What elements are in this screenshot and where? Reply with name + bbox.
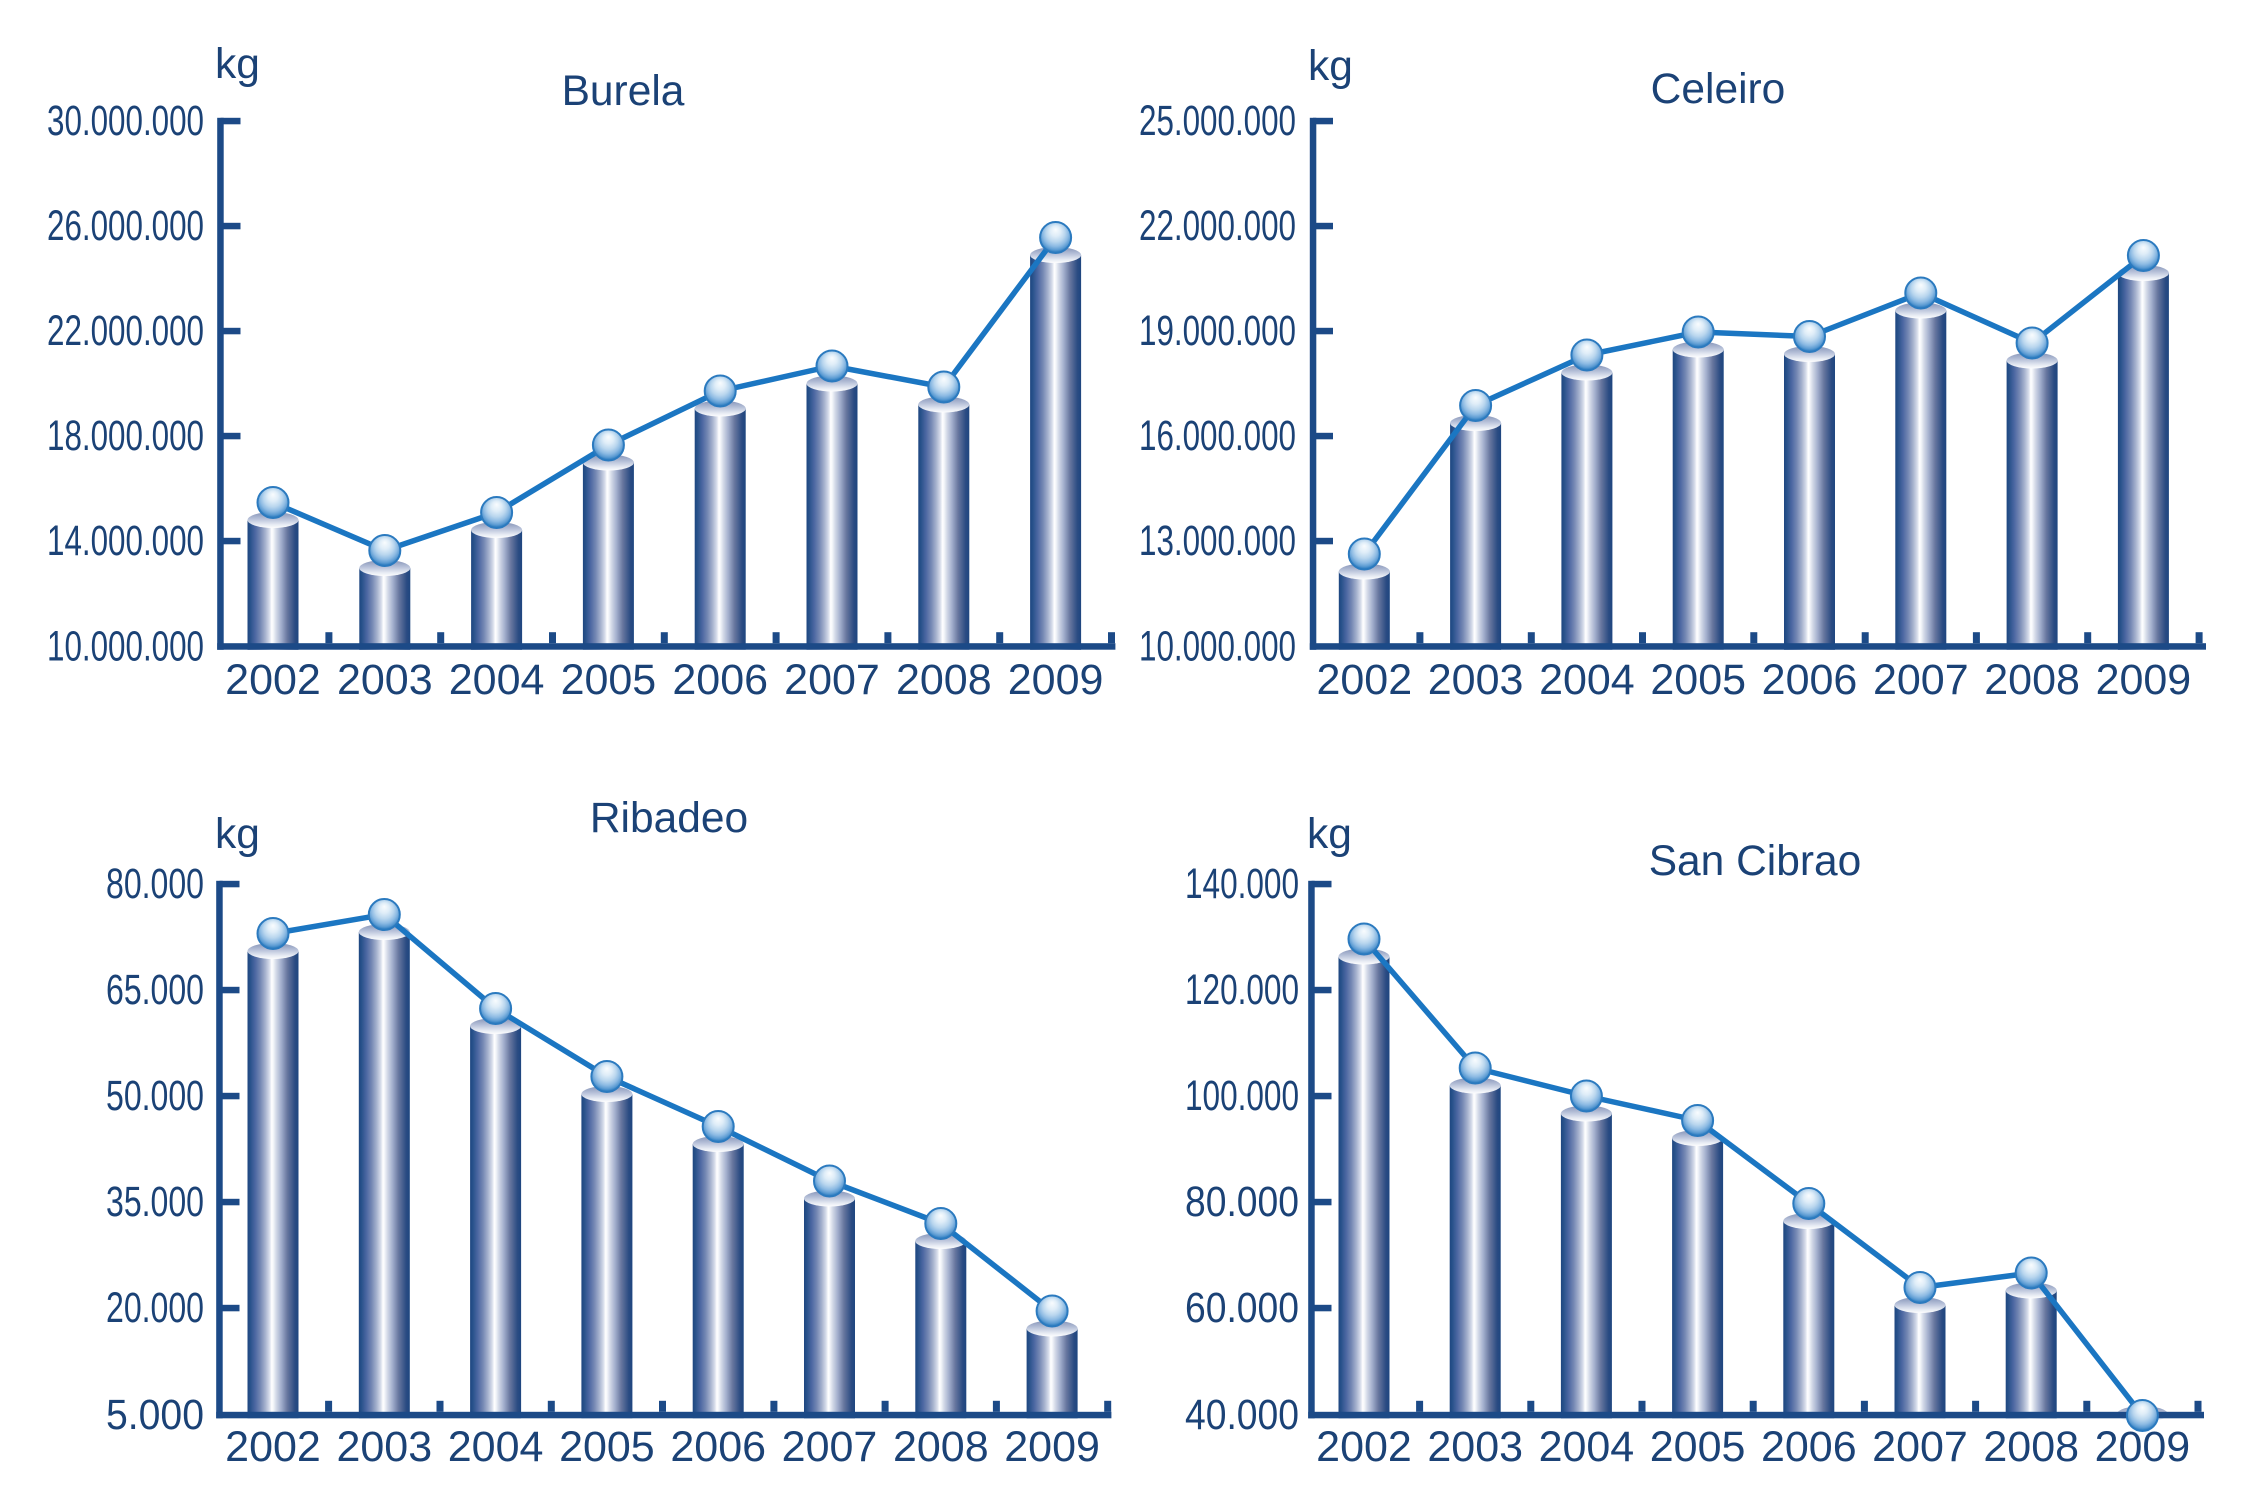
- svg-text:2004: 2004: [1539, 656, 1635, 704]
- svg-text:20.000: 20.000: [106, 1285, 204, 1332]
- svg-text:2007: 2007: [784, 656, 880, 704]
- svg-text:kg: kg: [1308, 43, 1353, 90]
- svg-text:2007: 2007: [1873, 656, 1969, 704]
- svg-text:16.000.000: 16.000.000: [1139, 413, 1296, 460]
- svg-text:100.000: 100.000: [1185, 1073, 1299, 1120]
- svg-text:2008: 2008: [896, 656, 992, 704]
- svg-text:2003: 2003: [1427, 1423, 1523, 1471]
- svg-text:2007: 2007: [1872, 1423, 1968, 1471]
- svg-text:60.000: 60.000: [1185, 1285, 1299, 1332]
- svg-text:2003: 2003: [336, 1423, 432, 1471]
- svg-text:2002: 2002: [1316, 656, 1412, 704]
- svg-text:2005: 2005: [1650, 1423, 1746, 1471]
- svg-text:140.000: 140.000: [1185, 861, 1299, 908]
- svg-text:2006: 2006: [1762, 656, 1858, 704]
- svg-text:2003: 2003: [337, 656, 433, 704]
- svg-text:2008: 2008: [893, 1423, 989, 1471]
- svg-text:2002: 2002: [1316, 1423, 1412, 1471]
- svg-text:2009: 2009: [2095, 1423, 2191, 1471]
- svg-text:Ribadeo: Ribadeo: [590, 795, 748, 842]
- svg-text:26.000.000: 26.000.000: [47, 203, 204, 250]
- svg-text:kg: kg: [1307, 811, 1352, 858]
- svg-text:25.000.000: 25.000.000: [1139, 98, 1296, 145]
- svg-text:2006: 2006: [670, 1423, 766, 1471]
- svg-text:2003: 2003: [1428, 656, 1524, 704]
- svg-text:22.000.000: 22.000.000: [1139, 203, 1296, 250]
- svg-text:10.000.000: 10.000.000: [1139, 624, 1296, 671]
- svg-text:80.000: 80.000: [1185, 1179, 1299, 1226]
- svg-text:30.000.000: 30.000.000: [47, 98, 204, 145]
- svg-text:2006: 2006: [672, 656, 768, 704]
- svg-text:2009: 2009: [1008, 656, 1104, 704]
- svg-text:San Cibrao: San Cibrao: [1649, 838, 1862, 885]
- svg-text:2005: 2005: [559, 1423, 655, 1471]
- svg-text:35.000: 35.000: [106, 1179, 204, 1226]
- svg-text:2009: 2009: [2096, 656, 2192, 704]
- svg-text:2004: 2004: [449, 656, 545, 704]
- svg-text:2004: 2004: [448, 1423, 544, 1471]
- svg-text:2005: 2005: [1650, 656, 1746, 704]
- svg-text:kg: kg: [215, 41, 260, 88]
- svg-text:2005: 2005: [561, 656, 657, 704]
- svg-text:5.000: 5.000: [106, 1392, 204, 1439]
- svg-text:50.000: 50.000: [106, 1073, 204, 1120]
- svg-text:14.000.000: 14.000.000: [47, 518, 204, 565]
- svg-text:2008: 2008: [1984, 656, 2080, 704]
- svg-text:2002: 2002: [225, 656, 321, 704]
- svg-text:65.000: 65.000: [106, 967, 204, 1014]
- svg-text:2007: 2007: [782, 1423, 878, 1471]
- svg-text:10.000.000: 10.000.000: [47, 624, 204, 671]
- svg-text:13.000.000: 13.000.000: [1139, 518, 1296, 565]
- svg-text:2008: 2008: [1983, 1423, 2079, 1471]
- svg-text:Burela: Burela: [562, 68, 685, 115]
- svg-text:18.000.000: 18.000.000: [47, 413, 204, 460]
- svg-text:19.000.000: 19.000.000: [1139, 308, 1296, 355]
- svg-text:40.000: 40.000: [1185, 1392, 1299, 1439]
- svg-text:Celeiro: Celeiro: [1651, 66, 1786, 113]
- svg-text:80.000: 80.000: [106, 861, 204, 908]
- svg-text:2009: 2009: [1004, 1423, 1100, 1471]
- svg-text:120.000: 120.000: [1185, 967, 1299, 1014]
- svg-text:2002: 2002: [225, 1423, 321, 1471]
- svg-text:2004: 2004: [1539, 1423, 1635, 1471]
- svg-text:2006: 2006: [1761, 1423, 1857, 1471]
- svg-text:kg: kg: [215, 811, 260, 858]
- svg-text:22.000.000: 22.000.000: [47, 308, 204, 355]
